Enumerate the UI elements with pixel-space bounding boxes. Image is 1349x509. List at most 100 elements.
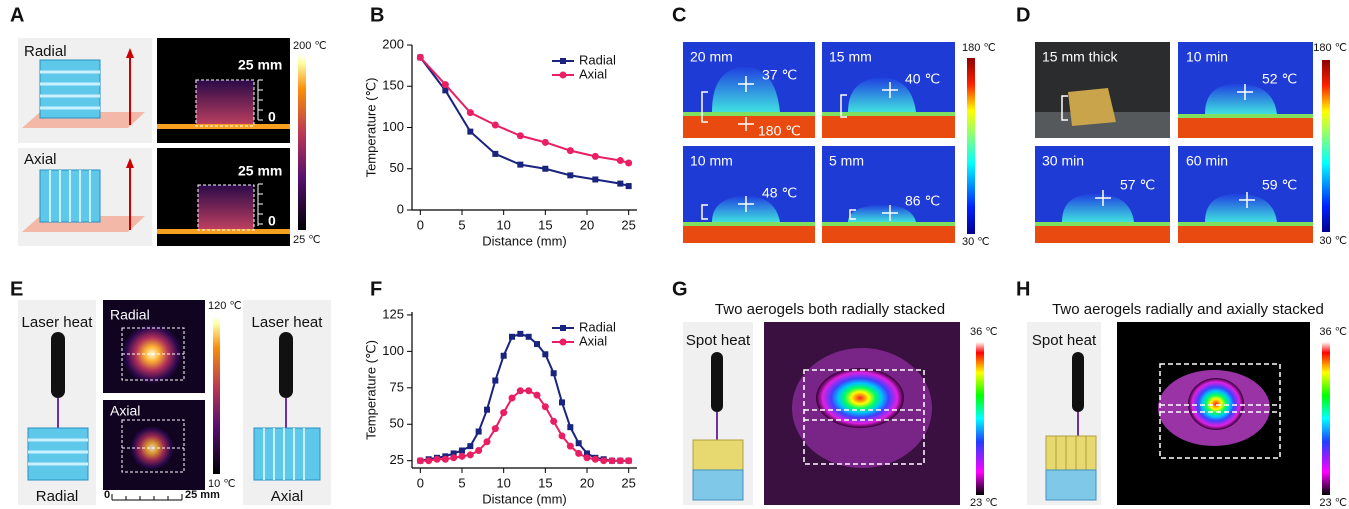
data-point <box>491 425 499 433</box>
x-tick-label: 15 <box>538 217 552 232</box>
series-line <box>420 332 629 462</box>
colorbar-label: 23 ℃ <box>1319 497 1347 509</box>
colorbar-label: 36 ℃ <box>1319 326 1347 338</box>
data-point <box>509 333 515 340</box>
scale-label: 0 <box>268 213 276 229</box>
layers <box>1055 436 1087 470</box>
legend-label: Axial <box>579 66 607 81</box>
y-tick-label: 0 <box>397 201 404 216</box>
outline <box>1159 363 1281 459</box>
layers <box>28 438 88 466</box>
x-tick-label: 0 <box>417 217 424 232</box>
thermal-image <box>1035 146 1170 243</box>
data-point <box>491 121 499 129</box>
colorbar-label: 25 ℃ <box>293 234 321 246</box>
heater-glow <box>157 229 290 234</box>
data-point <box>516 132 524 140</box>
data-point <box>458 452 466 460</box>
thermal-image <box>1178 42 1313 138</box>
data-point <box>508 394 516 402</box>
data-point <box>525 387 533 395</box>
image-label: 60 min <box>1186 153 1228 169</box>
y-tick-label: 75 <box>390 379 404 394</box>
image-label: Radial <box>110 307 150 323</box>
data-point <box>566 442 574 450</box>
colorbar <box>1322 342 1330 495</box>
colorbar-label: 30 ℃ <box>962 236 990 248</box>
colorbar-label: 30 ℃ <box>1319 235 1347 247</box>
y-axis-label: Temperature (℃) <box>363 340 378 440</box>
temperature-label: 86 ℃ <box>905 193 940 209</box>
laser <box>1072 352 1084 412</box>
outline <box>197 184 255 231</box>
legend-marker <box>560 58 566 64</box>
data-point <box>567 424 574 431</box>
data-point <box>467 443 474 450</box>
y-tick-label: 100 <box>382 119 404 134</box>
data-point <box>625 183 632 190</box>
x-tick-label: 10 <box>496 475 510 490</box>
x-tick-label: 25 <box>621 217 635 232</box>
hot-spot <box>816 368 904 428</box>
data-point <box>466 451 474 459</box>
colorbar-label: 36 ℃ <box>970 326 998 338</box>
x-tick-label: 5 <box>458 475 465 490</box>
laser <box>711 352 723 412</box>
data-point <box>533 391 541 399</box>
x-axis-label: Distance (mm) <box>482 233 567 248</box>
panel-letter: C <box>672 4 686 26</box>
data-point <box>550 417 558 425</box>
aerogel <box>27 427 89 481</box>
outline <box>803 369 925 465</box>
temperature-label: 59 ℃ <box>1262 177 1297 193</box>
legend-label: Axial <box>579 333 607 348</box>
colorbar-label: 10 ℃ <box>208 478 236 490</box>
x-tick-label: 5 <box>458 217 465 232</box>
arrow-head <box>126 158 134 168</box>
aerogel-bottom <box>692 469 744 501</box>
heater-glow <box>157 124 290 129</box>
data-point <box>441 455 449 463</box>
arrow-head <box>126 48 134 58</box>
x-tick-label: 20 <box>580 217 594 232</box>
data-point <box>492 377 499 384</box>
legend-marker <box>559 338 567 346</box>
scale-bar <box>257 79 263 121</box>
aerogel-bottom <box>1045 469 1097 501</box>
scale-label: 25 mm <box>238 57 282 73</box>
temperature-label: 180 ℃ <box>758 123 801 139</box>
data-point <box>492 150 499 157</box>
x-tick-label: 25 <box>621 475 635 490</box>
data-point <box>475 447 483 455</box>
y-tick-label: 150 <box>382 78 404 93</box>
data-point <box>466 109 474 117</box>
sample-label: Axial <box>271 488 304 505</box>
data-point <box>592 176 599 183</box>
panel-letter: D <box>1016 4 1030 26</box>
aerogel-top <box>692 439 744 471</box>
panel-title: Two aerogels radially and axially stacke… <box>1052 301 1324 318</box>
data-point <box>591 152 599 160</box>
heat-label: Laser heat <box>22 314 94 331</box>
heat-label: Laser heat <box>252 314 324 331</box>
heat-label: Spot heat <box>686 332 751 349</box>
panel-letter: A <box>10 4 24 26</box>
legend-label: Radial <box>579 319 616 334</box>
heat-label: Spot heat <box>1032 332 1097 349</box>
data-point <box>558 432 566 440</box>
data-point <box>625 457 633 465</box>
thermal-image <box>1178 146 1313 243</box>
hot-spot <box>1188 378 1244 430</box>
data-point <box>550 370 557 377</box>
scale-bar <box>257 183 263 226</box>
panel-letter: B <box>370 4 384 26</box>
photo <box>1035 42 1170 138</box>
outline <box>195 79 255 127</box>
x-tick-label: 0 <box>417 475 424 490</box>
image-label: 10 mm <box>690 153 733 169</box>
y-tick-label: 25 <box>390 452 404 467</box>
temperature-label: 52 ℃ <box>1262 71 1297 87</box>
data-point <box>616 457 624 465</box>
image-label: 15 mm thick <box>1042 49 1118 65</box>
